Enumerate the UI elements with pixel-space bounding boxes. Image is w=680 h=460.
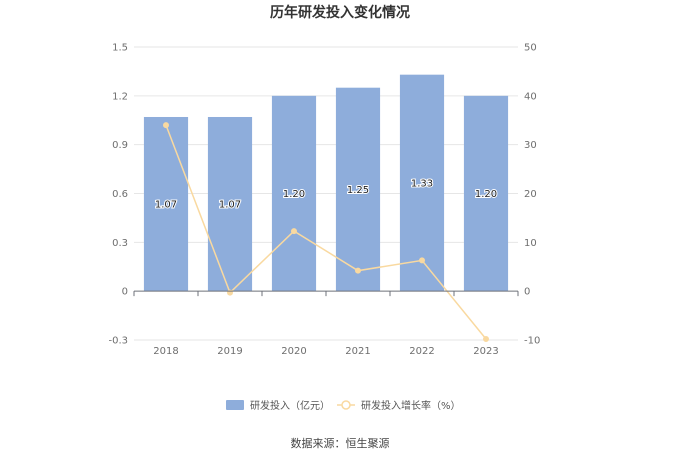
growth-rate-point	[163, 122, 169, 129]
growth-rate-line	[165, 124, 487, 340]
bar	[335, 87, 381, 292]
bar-value-label: 1.20	[475, 189, 497, 200]
y-left-tick-label: 1.5	[112, 43, 128, 54]
legend-label-bar[interactable]: 研发投入（亿元）	[250, 399, 330, 412]
x-tick-label: 2023	[473, 346, 498, 357]
legend-swatch-bar[interactable]	[226, 400, 244, 410]
growth-rate-point	[291, 228, 297, 235]
y-left-tick-label: 1.2	[112, 91, 128, 102]
y-left-tick-label: 0	[122, 287, 128, 298]
data-source: 数据来源：恒生聚源	[291, 436, 390, 450]
bar	[271, 95, 317, 292]
bar-value-label: 1.20	[283, 189, 305, 200]
bar	[207, 116, 253, 292]
legend: 研发投入（亿元） 研发投入增长率（%）	[226, 399, 461, 412]
y-right-tick-label: 0	[524, 287, 530, 298]
y-right-tick-label: 40	[524, 91, 537, 102]
legend-label-line[interactable]: 研发投入增长率（%）	[361, 399, 461, 412]
x-tick-label: 2019	[217, 346, 242, 357]
y-right-tick-label: 30	[524, 140, 537, 151]
bar-value-label: 1.33	[411, 178, 433, 189]
axis-layer: 1.5 1.2 0.9 0.6 0.3 0 -0.3 50 40 30 20 10 0 -10 2018 20…	[108, 43, 540, 358]
y-right-tick-label: 10	[524, 238, 537, 249]
y-left-tick-label: 0.6	[112, 189, 128, 200]
y-left-tick-label: 0.9	[112, 140, 128, 151]
y-right-tick-label: 20	[524, 189, 537, 200]
y-right-tick-label: 50	[524, 43, 537, 54]
growth-rate-point	[483, 336, 489, 343]
x-tick-label: 2022	[409, 346, 434, 357]
y-left-tick-label: 0.3	[112, 238, 128, 249]
label-layer: 1.07 1.07 1.20 1.25 1.33 1.20	[154, 177, 498, 211]
bar	[143, 116, 189, 292]
bar-value-label: 1.07	[155, 200, 177, 211]
bar-value-label: 1.25	[347, 185, 369, 196]
growth-rate-point	[355, 267, 361, 274]
legend-swatch-point[interactable]	[341, 400, 351, 410]
y-left-tick-label: -0.3	[108, 336, 128, 347]
grid-layer	[134, 46, 518, 341]
x-tick-label: 2018	[153, 346, 178, 357]
y-right-tick-label: -10	[524, 336, 540, 347]
bar	[463, 95, 509, 292]
bar	[399, 74, 445, 292]
bar-layer	[143, 74, 509, 292]
growth-rate-point	[419, 257, 425, 264]
bar-value-label: 1.07	[219, 200, 241, 211]
x-tick-label: 2020	[281, 346, 306, 357]
x-tick-label: 2021	[345, 346, 370, 357]
chart-title: 历年研发投入变化情况	[270, 4, 410, 21]
